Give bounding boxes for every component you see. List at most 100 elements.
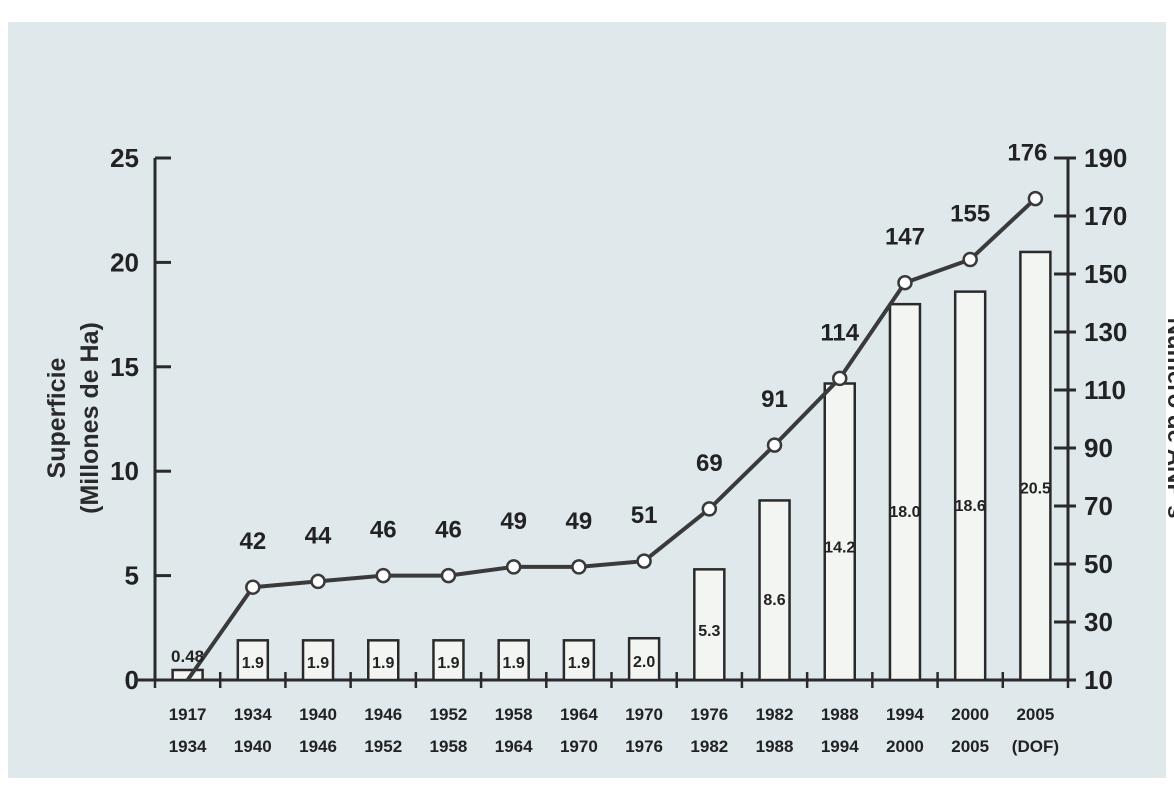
bar — [823, 382, 856, 682]
line-point — [1027, 190, 1044, 207]
bar-data-label: 20.5 — [1020, 480, 1051, 497]
bar — [301, 639, 335, 682]
x-tick-label: 2000 — [886, 737, 924, 756]
bar — [953, 290, 987, 682]
left-tick-label: 20 — [110, 247, 139, 277]
line-point — [375, 567, 391, 584]
x-tick-label: 1982 — [690, 737, 728, 756]
line-data-label: 114 — [820, 319, 859, 346]
line-data-label: 42 — [239, 528, 266, 555]
bar — [432, 639, 465, 682]
line-data-label: 51 — [631, 502, 658, 529]
bar — [888, 302, 922, 682]
right-tick-label: 150 — [1084, 259, 1127, 289]
line-data-label: 69 — [696, 450, 723, 477]
line-series — [185, 190, 1044, 682]
x-tick-label: (DOF) — [1012, 737, 1059, 756]
bar — [562, 639, 596, 682]
right-tick-label: 190 — [1084, 143, 1127, 173]
x-tick-label: 1970 — [625, 705, 663, 724]
left-y-axis: 0 5 10 15 20 25 — [110, 143, 171, 695]
x-tick-label: 1994 — [821, 737, 859, 756]
line-data-label: 46 — [370, 517, 397, 544]
series-line — [185, 197, 1037, 682]
line-point — [962, 251, 978, 268]
right-tick-label: 50 — [1084, 549, 1113, 579]
x-tick-label: 1994 — [886, 705, 924, 724]
line-data-label: 49 — [566, 508, 593, 535]
right-tick-label: 30 — [1084, 607, 1113, 637]
x-tick-label: 1964 — [495, 737, 533, 756]
line-data-label: 91 — [761, 386, 788, 413]
x-tick-label: 1934 — [169, 737, 207, 756]
x-tick-label: 1988 — [756, 737, 794, 756]
x-tick-label: 1952 — [364, 737, 402, 756]
right-tick-label: 110 — [1084, 375, 1126, 405]
left-tick-label: 10 — [110, 456, 139, 486]
bar-data-label: 1.9 — [568, 655, 590, 672]
line-data-label: 176 — [1007, 140, 1047, 167]
line-data-label: 46 — [435, 517, 462, 544]
bar — [627, 636, 661, 682]
left-tick-label: 15 — [110, 352, 139, 382]
line-point — [571, 559, 587, 575]
y-axis-label-line-2: (Millones de Ha) — [76, 322, 104, 514]
line-data-label: 147 — [885, 224, 925, 251]
bar-data-label: 1.9 — [242, 655, 264, 672]
x-tick-label: 2000 — [951, 705, 989, 724]
line-point — [505, 559, 522, 575]
right-y-axis: 10 30 50 70 90 110 130 150 170 190 — [1054, 143, 1127, 695]
bar-series — [171, 250, 1052, 682]
right-tick-label: 70 — [1084, 491, 1113, 521]
bar — [1019, 250, 1052, 682]
bar-data-label: 1.9 — [307, 655, 329, 672]
bar — [758, 499, 791, 682]
left-tick-label: 0 — [125, 665, 139, 695]
line-point — [701, 501, 718, 517]
line-point — [636, 553, 652, 569]
bar — [236, 639, 270, 682]
x-tick-label: 1946 — [299, 737, 337, 756]
bar-data-label: 1.9 — [503, 655, 525, 672]
x-tick-label: 1934 — [234, 705, 272, 724]
right-y-axis-label: Número de ANP's — [1162, 318, 1174, 519]
x-tick-label: 1964 — [560, 705, 598, 724]
x-tick-label: 1952 — [430, 705, 468, 724]
bar-data-label: 18.0 — [889, 504, 920, 521]
x-tick-label: 1946 — [364, 705, 402, 724]
x-tick-label: 1940 — [234, 737, 272, 756]
x-tick-label: 1917 — [169, 705, 207, 724]
x-tick-label: 1982 — [756, 705, 794, 724]
x-tick-label: 2005 — [1016, 705, 1054, 724]
x-tick-label: 1976 — [690, 705, 728, 724]
line-point — [440, 567, 457, 584]
x-tick-label: 1940 — [299, 705, 337, 724]
x-tick-label: 1958 — [495, 705, 533, 724]
bar — [693, 568, 726, 682]
line-point — [245, 579, 261, 595]
x-tick-label: 1976 — [625, 737, 663, 756]
right-tick-label: 130 — [1084, 317, 1127, 347]
left-tick-label: 25 — [110, 143, 139, 173]
bar — [367, 639, 400, 682]
x-tick-label: 2005 — [951, 737, 989, 756]
right-tick-label: 90 — [1084, 433, 1113, 463]
bar-data-label: 8.6 — [763, 592, 785, 609]
line-data-label: 49 — [500, 508, 527, 535]
bar-data-label: 1.9 — [437, 655, 459, 672]
data-labels: 0.48 1.9 1.9 1.9 1.9 1.9 1.9 2.0 5.3 8.6 14.2 18.0 1… — [171, 140, 1051, 673]
right-tick-label: 10 — [1084, 665, 1113, 695]
line-point — [897, 274, 913, 291]
bar — [497, 639, 530, 682]
x-tick-label: 1988 — [821, 705, 859, 724]
bar-data-label: 18.6 — [955, 498, 986, 515]
bar-data-label: 0.48 — [171, 647, 204, 666]
line-point — [766, 437, 783, 453]
bar-data-label: 1.9 — [372, 655, 394, 672]
line-point — [832, 370, 848, 387]
line-data-label: 155 — [950, 201, 990, 228]
line-point — [310, 573, 326, 590]
x-tick-label: 1958 — [430, 737, 468, 756]
right-tick-label: 170 — [1084, 201, 1127, 231]
